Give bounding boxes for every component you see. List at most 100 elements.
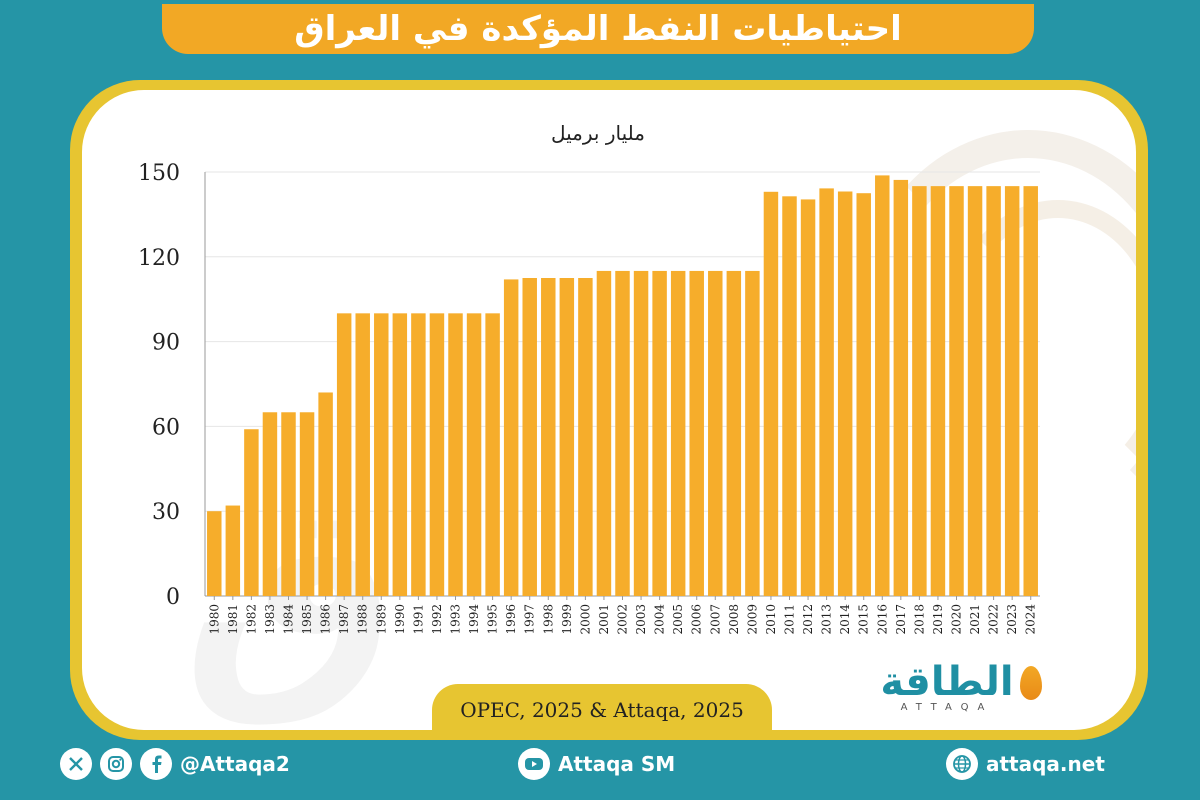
- y-axis-label: مليار برميل: [551, 121, 645, 145]
- y-tick-label: 150: [138, 161, 180, 186]
- bar: [837, 191, 853, 596]
- youtube-label[interactable]: Attaqa SM: [558, 752, 676, 776]
- bar: [615, 270, 630, 596]
- globe-icon[interactable]: [946, 748, 978, 780]
- youtube-icon[interactable]: [518, 748, 550, 780]
- bar: [578, 278, 593, 596]
- facebook-icon[interactable]: [140, 748, 172, 780]
- y-tick-label: 60: [152, 415, 180, 440]
- bar: [262, 412, 278, 596]
- x-tick-label: 1981: [226, 604, 240, 635]
- x-tick-label: 1995: [486, 604, 500, 635]
- bar: [930, 186, 946, 596]
- x-tick-label: 1984: [282, 604, 296, 635]
- bar: [689, 270, 704, 596]
- bar: [856, 193, 871, 596]
- bar: [541, 278, 556, 596]
- x-tick-label: 2018: [912, 604, 926, 635]
- y-tick-label: 30: [152, 500, 180, 525]
- bar: [485, 313, 500, 596]
- x-tick-label: 1990: [393, 604, 407, 635]
- bar: [411, 313, 426, 596]
- x-tick-label: 2009: [745, 604, 759, 635]
- website-footer: attaqa.net: [946, 744, 1105, 784]
- bar: [912, 186, 927, 596]
- x-tick-label: 1985: [300, 604, 314, 635]
- bar: [670, 270, 686, 596]
- website-label[interactable]: attaqa.net: [986, 752, 1105, 776]
- attaqa-logo: الطاقة ATTAQA: [872, 660, 1052, 720]
- x-tick-label: 2015: [857, 604, 871, 635]
- x-tick-label: 1980: [207, 604, 221, 635]
- x-tick-label: 2001: [597, 604, 611, 635]
- x-tick-label: 2016: [875, 604, 889, 635]
- x-tick-label: 1982: [244, 604, 258, 635]
- social-handle[interactable]: @Attaqa2: [180, 752, 290, 776]
- bar: [336, 313, 352, 596]
- x-tick-label: 2000: [578, 604, 592, 635]
- bar: [782, 196, 797, 596]
- y-tick-label: 120: [138, 246, 180, 271]
- bar: [466, 313, 482, 596]
- x-tick-label: 1987: [337, 604, 351, 635]
- x-tick-label: 2024: [1024, 604, 1038, 635]
- bar: [281, 412, 296, 596]
- x-tick-label: 1996: [504, 604, 518, 635]
- x-tick-label: 1989: [374, 604, 388, 635]
- bar: [299, 412, 315, 596]
- source-pill: OPEC, 2025 & Attaqa, 2025: [432, 684, 772, 736]
- bar: [986, 186, 1001, 596]
- bar: [652, 270, 667, 596]
- x-tick-label: 2006: [690, 604, 704, 635]
- y-tick-label: 90: [152, 331, 180, 356]
- x-tick-label: 1983: [263, 604, 277, 635]
- x-tick-label: 1993: [449, 604, 463, 635]
- x-tick-label: 2019: [931, 604, 945, 635]
- x-icon[interactable]: [60, 748, 92, 780]
- logo-arabic: الطاقة: [880, 659, 1014, 705]
- x-tick-label: 2007: [708, 604, 722, 635]
- bar: [726, 270, 742, 596]
- x-tick-label: 2002: [616, 604, 630, 635]
- y-tick-label: 0: [166, 585, 180, 610]
- bar: [967, 186, 983, 596]
- x-tick-label: 2023: [1005, 604, 1019, 635]
- x-tick-label: 2013: [820, 604, 834, 635]
- x-tick-label: 2003: [634, 604, 648, 635]
- logo-latin: ATTAQA: [900, 702, 994, 713]
- bar: [429, 313, 445, 596]
- x-tick-label: 2021: [968, 604, 982, 635]
- x-tick-label: 1991: [411, 604, 425, 635]
- instagram-icon[interactable]: [100, 748, 132, 780]
- bar: [1004, 186, 1020, 596]
- x-tick-label: 1994: [467, 604, 481, 635]
- bar: [763, 191, 779, 596]
- x-tick-label: 1999: [560, 604, 574, 635]
- x-tick-label: 2017: [894, 604, 908, 635]
- bar: [633, 270, 649, 596]
- x-tick-label: 2004: [653, 604, 667, 635]
- bar: [708, 270, 723, 596]
- social-footer: @Attaqa2: [60, 744, 290, 784]
- bar: [800, 199, 816, 596]
- bar: [503, 279, 519, 596]
- x-tick-label: 2008: [727, 604, 741, 635]
- bar: [207, 511, 222, 596]
- bar: [448, 313, 463, 596]
- bar: [559, 278, 575, 596]
- bar: [374, 313, 389, 596]
- x-tick-label: 1998: [541, 604, 555, 635]
- x-tick-label: 1992: [430, 604, 444, 635]
- title-banner: احتياطيات النفط المؤكدة في العراق: [162, 4, 1034, 54]
- bar: [225, 505, 241, 596]
- x-tick-label: 1986: [319, 604, 333, 635]
- x-tick-label: 2020: [950, 604, 964, 635]
- x-tick-label: 1997: [523, 604, 537, 635]
- youtube-footer: Attaqa SM: [518, 744, 675, 784]
- bar: [355, 313, 370, 596]
- x-tick-label: 1988: [356, 604, 370, 635]
- source-label: OPEC, 2025 & Attaqa, 2025: [460, 698, 744, 722]
- bar: [893, 179, 909, 596]
- bar: [875, 175, 890, 596]
